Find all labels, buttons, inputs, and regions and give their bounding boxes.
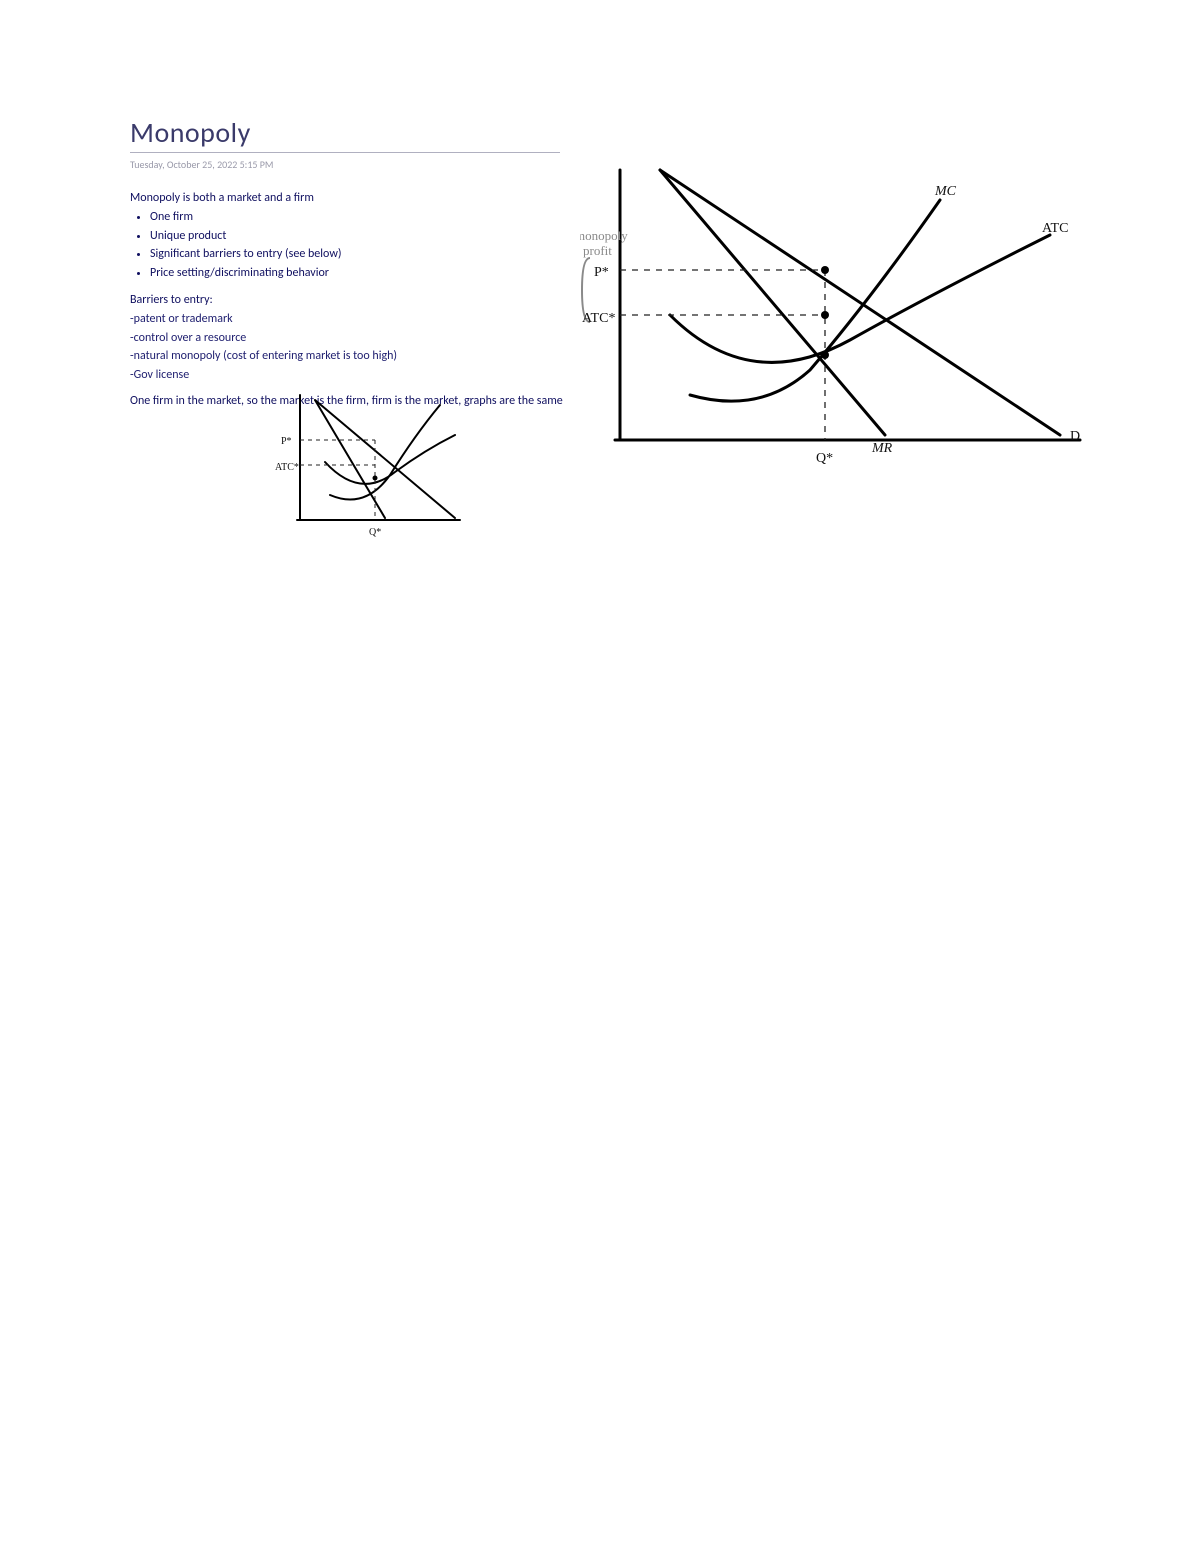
label-atc: ATC xyxy=(1042,221,1068,236)
bullet-item: One firm xyxy=(150,209,650,226)
label-qstar: Q* xyxy=(816,451,833,466)
point-atc-q xyxy=(821,311,829,319)
point-demand-q xyxy=(821,266,829,274)
timestamp: Tuesday, October 25, 2022 5:15 PM xyxy=(130,158,273,171)
title-rule xyxy=(130,152,560,153)
label-pstar: P* xyxy=(281,436,292,447)
notes-heading-2: Barriers to entry: xyxy=(130,292,650,309)
label-atcstar: ATC* xyxy=(582,311,615,326)
point xyxy=(373,476,378,481)
notes-heading-1: Monopoly is both a market and a firm xyxy=(130,190,650,207)
page-title: Monopoly xyxy=(130,115,251,150)
mc-curve xyxy=(690,200,940,401)
notes-bullets: One firm Unique product Significant barr… xyxy=(150,209,650,282)
label-atcstar: ATC* xyxy=(275,462,299,473)
bullet-item: Significant barriers to entry (see below… xyxy=(150,246,650,263)
profit-label-1: monopoly xyxy=(580,228,628,243)
label-mc: MC xyxy=(934,184,957,199)
barrier-line: -natural monopoly (cost of entering mark… xyxy=(130,348,650,365)
page: Monopoly Tuesday, October 25, 2022 5:15 … xyxy=(0,0,1200,1553)
profit-label-2: profit xyxy=(583,243,612,258)
atc-curve xyxy=(670,235,1050,362)
label-pstar: P* xyxy=(594,265,609,280)
label-qstar: Q* xyxy=(369,527,381,538)
demand-curve xyxy=(660,170,1060,435)
bullet-item: Price setting/discriminating behavior xyxy=(150,265,650,282)
monopoly-small-graph: Q* P* ATC* xyxy=(275,380,475,550)
label-mr: MR xyxy=(871,441,893,456)
barrier-line: -patent or trademark xyxy=(130,311,650,328)
monopoly-large-graph: monopoly profit D MR MC ATC Q* P* ATC* xyxy=(580,140,1100,480)
atc-curve xyxy=(325,435,455,484)
label-d: D xyxy=(1070,429,1080,444)
point-mr-mc xyxy=(821,351,829,359)
barrier-line: -control over a resource xyxy=(130,330,650,347)
bullet-item: Unique product xyxy=(150,228,650,245)
notes-block: Monopoly is both a market and a firm One… xyxy=(130,190,650,412)
demand-curve xyxy=(315,400,455,518)
